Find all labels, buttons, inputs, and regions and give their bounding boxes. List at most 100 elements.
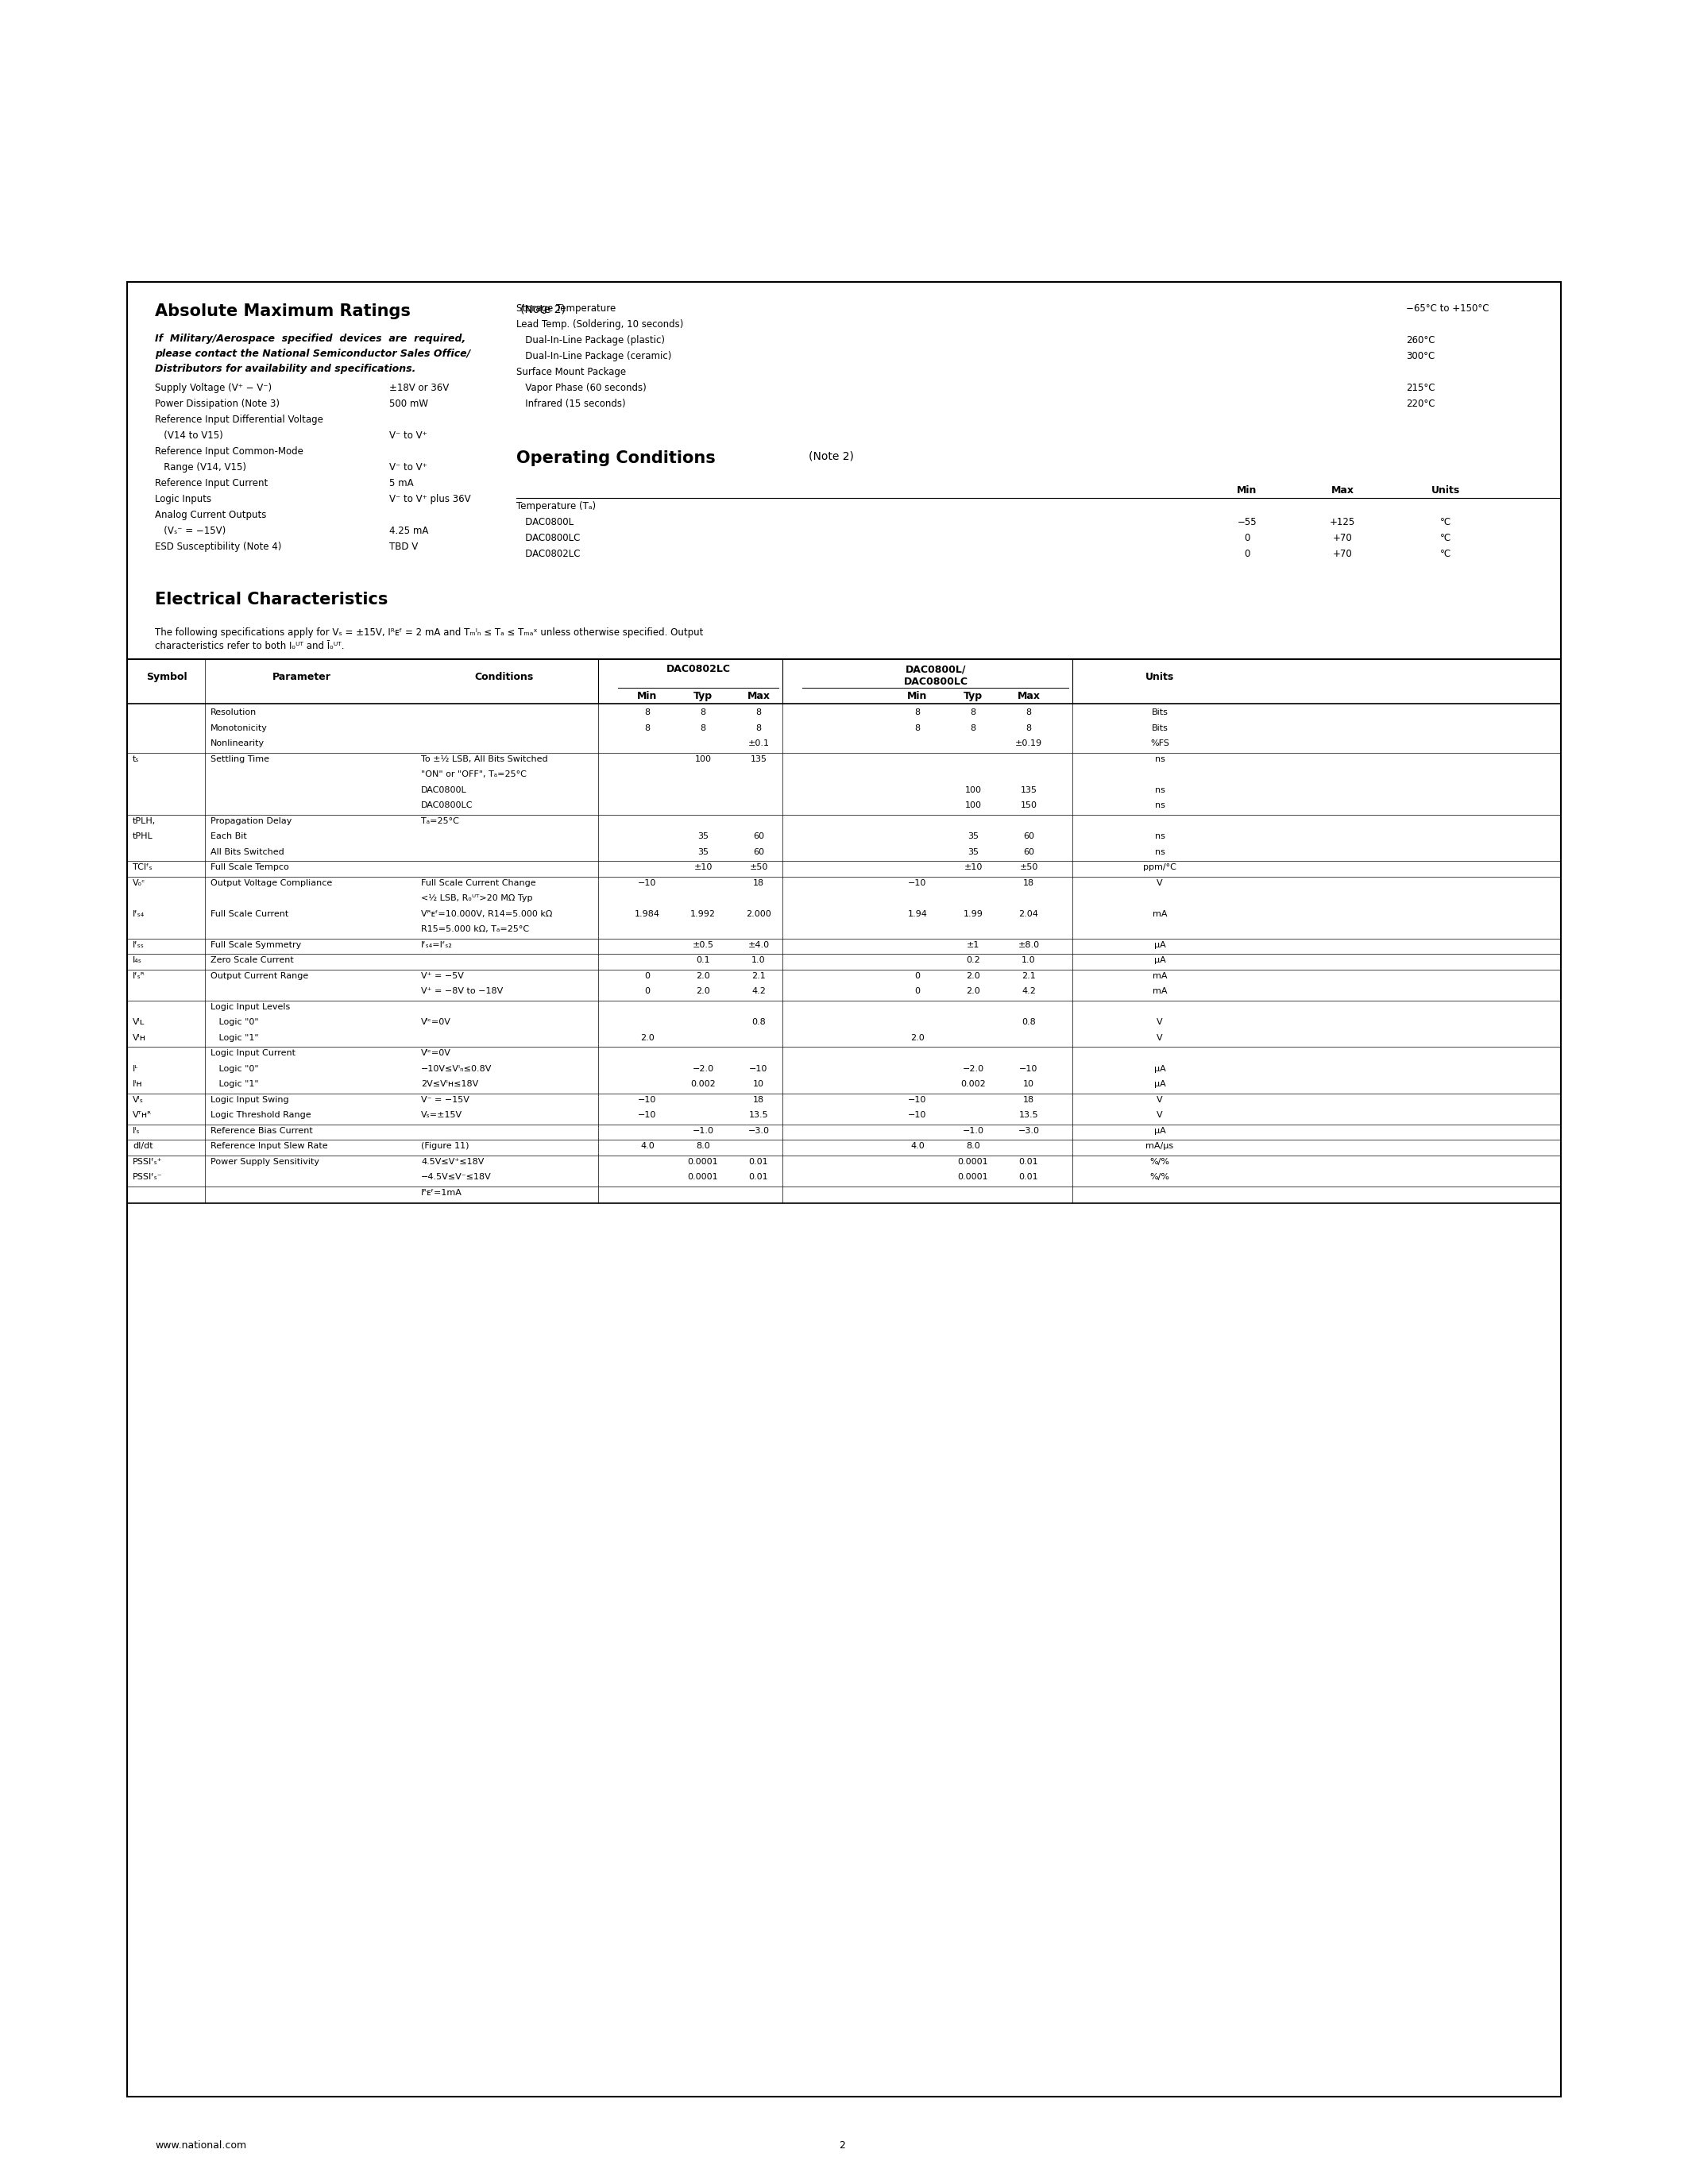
- Text: DAC0802LC: DAC0802LC: [517, 548, 581, 559]
- Text: 1.0: 1.0: [751, 957, 766, 963]
- Text: ±50: ±50: [1020, 863, 1038, 871]
- Text: Reference Input Slew Rate: Reference Input Slew Rate: [211, 1142, 327, 1151]
- Text: (Vₛ⁻ = −15V): (Vₛ⁻ = −15V): [155, 526, 226, 535]
- Text: Units: Units: [1431, 485, 1460, 496]
- Text: 8: 8: [1026, 708, 1031, 716]
- Text: 2.0: 2.0: [966, 987, 981, 996]
- Text: −10V≤Vᴵₙ≤0.8V: −10V≤Vᴵₙ≤0.8V: [420, 1064, 491, 1072]
- Text: Logic "1": Logic "1": [211, 1033, 258, 1042]
- Text: I₄ₛ: I₄ₛ: [133, 957, 142, 963]
- Text: 5 mA: 5 mA: [390, 478, 414, 489]
- Text: mA: mA: [1153, 972, 1166, 981]
- Text: TCIᶠₛ: TCIᶠₛ: [133, 863, 152, 871]
- Text: ±10: ±10: [694, 863, 712, 871]
- Text: Vᵀʜᴿ: Vᵀʜᴿ: [133, 1112, 152, 1118]
- Text: 2.1: 2.1: [751, 972, 766, 981]
- Text: ESD Susceptibility (Note 4): ESD Susceptibility (Note 4): [155, 542, 282, 553]
- Text: 60: 60: [753, 847, 765, 856]
- Text: Reference Bias Current: Reference Bias Current: [211, 1127, 312, 1133]
- Text: V⁺ = −8V to −18V: V⁺ = −8V to −18V: [420, 987, 503, 996]
- Text: Logic Inputs: Logic Inputs: [155, 494, 211, 505]
- Text: V⁻ to V⁺: V⁻ to V⁺: [390, 463, 427, 472]
- Text: ±4.0: ±4.0: [748, 941, 770, 948]
- Text: 8: 8: [756, 723, 761, 732]
- Text: 10: 10: [753, 1081, 765, 1088]
- Text: Max: Max: [1330, 485, 1354, 496]
- Text: 4.0: 4.0: [640, 1142, 655, 1151]
- Text: Vᴵʜ: Vᴵʜ: [133, 1033, 147, 1042]
- Text: 2.0: 2.0: [910, 1033, 925, 1042]
- Text: −10: −10: [908, 1096, 927, 1103]
- Text: V⁻ to V⁺: V⁻ to V⁺: [390, 430, 427, 441]
- Text: Reference Input Common-Mode: Reference Input Common-Mode: [155, 446, 304, 456]
- Text: 100: 100: [695, 756, 711, 762]
- Text: Iᶠₛ₄: Iᶠₛ₄: [133, 911, 145, 917]
- Text: Power Dissipation (Note 3): Power Dissipation (Note 3): [155, 400, 280, 408]
- Text: +125: +125: [1330, 518, 1355, 526]
- Text: tPLH,: tPLH,: [133, 817, 155, 826]
- Text: DAC0800LC: DAC0800LC: [420, 802, 473, 810]
- Text: Parameter: Parameter: [272, 673, 331, 681]
- Text: 2.0: 2.0: [695, 972, 711, 981]
- Text: DAC0800LC: DAC0800LC: [903, 677, 967, 688]
- Text: μA: μA: [1155, 1081, 1166, 1088]
- Text: 0: 0: [915, 987, 920, 996]
- Text: (Note 2): (Note 2): [809, 450, 854, 461]
- Text: 4.5V≤V⁺≤18V: 4.5V≤V⁺≤18V: [420, 1158, 484, 1166]
- Text: Electrical Characteristics: Electrical Characteristics: [155, 592, 388, 607]
- Text: 260°C: 260°C: [1406, 334, 1435, 345]
- Text: Vᴵₛ: Vᴵₛ: [133, 1096, 143, 1103]
- Text: 215°C: 215°C: [1406, 382, 1435, 393]
- Text: 13.5: 13.5: [1020, 1112, 1038, 1118]
- Text: 220°C: 220°C: [1406, 400, 1435, 408]
- Text: Logic Input Current: Logic Input Current: [211, 1048, 295, 1057]
- Text: mA: mA: [1153, 987, 1166, 996]
- Text: −55: −55: [1237, 518, 1258, 526]
- Text: Typ: Typ: [694, 690, 712, 701]
- Text: 150: 150: [1020, 802, 1036, 810]
- Text: 60: 60: [1023, 832, 1035, 841]
- Text: +70: +70: [1332, 548, 1352, 559]
- Text: 2: 2: [839, 2140, 846, 2151]
- Text: 4.25 mA: 4.25 mA: [390, 526, 429, 535]
- Text: V: V: [1156, 1033, 1163, 1042]
- Text: Vᴵᶜ=0V: Vᴵᶜ=0V: [420, 1018, 451, 1026]
- Text: Logic Input Levels: Logic Input Levels: [211, 1002, 290, 1011]
- Text: 0.0001: 0.0001: [957, 1173, 989, 1182]
- Text: Iᶠₛᴿ: Iᶠₛᴿ: [133, 972, 145, 981]
- Text: 8: 8: [971, 708, 976, 716]
- Text: please contact the National Semiconductor Sales Office/: please contact the National Semiconducto…: [155, 349, 471, 358]
- Text: −10: −10: [908, 1112, 927, 1118]
- Text: Distributors for availability and specifications.: Distributors for availability and specif…: [155, 365, 415, 373]
- Text: Reference Input Differential Voltage: Reference Input Differential Voltage: [155, 415, 322, 426]
- Text: ns: ns: [1155, 756, 1165, 762]
- Text: ns: ns: [1155, 802, 1165, 810]
- Text: 35: 35: [697, 847, 709, 856]
- Text: Iᶠₛ₄=Iᶠₛ₂: Iᶠₛ₄=Iᶠₛ₂: [420, 941, 452, 948]
- Text: 2.000: 2.000: [746, 911, 771, 917]
- Text: 18: 18: [753, 878, 765, 887]
- Text: 0: 0: [1244, 548, 1251, 559]
- Text: DAC0800L: DAC0800L: [517, 518, 574, 526]
- Text: 8: 8: [701, 708, 706, 716]
- Text: −10: −10: [638, 1096, 657, 1103]
- Text: characteristics refer to both Iₒᵁᵀ and Īₒᵁᵀ.: characteristics refer to both Iₒᵁᵀ and Ī…: [155, 640, 344, 651]
- Text: 2.0: 2.0: [640, 1033, 655, 1042]
- Text: Monotonicity: Monotonicity: [211, 723, 268, 732]
- Text: 1.99: 1.99: [964, 911, 982, 917]
- Text: 135: 135: [749, 756, 766, 762]
- Text: Logic "1": Logic "1": [211, 1081, 258, 1088]
- Text: Vᴿᴇᶠ=10.000V, R14=5.000 kΩ: Vᴿᴇᶠ=10.000V, R14=5.000 kΩ: [420, 911, 552, 917]
- Text: 18: 18: [753, 1096, 765, 1103]
- Text: ±0.1: ±0.1: [748, 740, 770, 747]
- Text: Propagation Delay: Propagation Delay: [211, 817, 292, 826]
- Text: 8: 8: [756, 708, 761, 716]
- Text: mA/μs: mA/μs: [1146, 1142, 1173, 1151]
- Text: Output Current Range: Output Current Range: [211, 972, 309, 981]
- Text: Bits: Bits: [1151, 723, 1168, 732]
- Text: All Bits Switched: All Bits Switched: [211, 847, 284, 856]
- Text: °C: °C: [1440, 518, 1452, 526]
- Text: μA: μA: [1155, 1064, 1166, 1072]
- Text: 2.04: 2.04: [1020, 911, 1038, 917]
- Text: V: V: [1156, 878, 1163, 887]
